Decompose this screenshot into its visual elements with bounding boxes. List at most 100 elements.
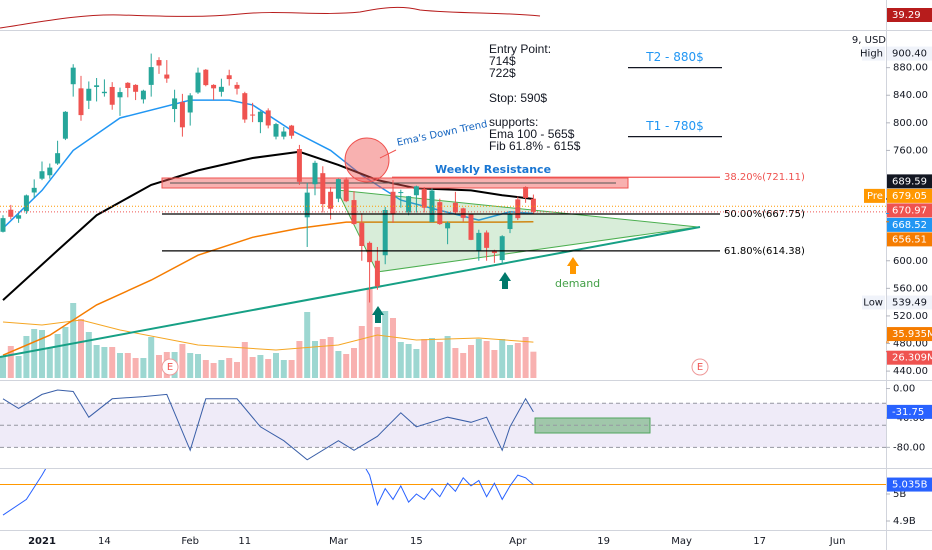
volume-label-box [887, 350, 932, 365]
y-tick-label: 5B [893, 489, 906, 500]
y-tick-label: 440.00 [893, 366, 928, 377]
volume-bar [522, 337, 529, 378]
volume-bar [405, 344, 412, 378]
volume-bar [70, 303, 77, 378]
volume-bar [210, 363, 217, 378]
y-tick-label: 0.00 [893, 384, 915, 395]
bottom-pane [0, 469, 886, 516]
volume-bar [390, 318, 396, 378]
candle-body [530, 198, 536, 212]
candle-body [140, 90, 146, 100]
candle-body [320, 173, 326, 205]
volume-bar [475, 339, 482, 378]
demand-note: demand [555, 277, 600, 290]
volume-bar [491, 350, 498, 378]
y-tick-label: 560.00 [893, 283, 928, 294]
candle-body [265, 110, 271, 126]
volume-bar [241, 342, 248, 378]
volume-bar [78, 319, 84, 378]
top-indicator-line [0, 6, 541, 29]
volume-bar [156, 355, 162, 378]
note-text: 714$ [489, 54, 516, 68]
candle-body [164, 74, 170, 79]
candle-body [359, 222, 365, 246]
price-label: 679.05 [892, 191, 927, 202]
volume-bar [226, 358, 233, 378]
volume-bar [195, 354, 201, 378]
volume-bar [7, 346, 14, 378]
x-tick-label: 15 [410, 536, 423, 547]
top-indicator-label-box [887, 8, 932, 22]
candle-body [413, 186, 419, 196]
volume-bar [499, 339, 506, 378]
volume-bar [234, 362, 240, 378]
candle-body [304, 192, 310, 218]
candle-body [491, 250, 497, 253]
price-label-box [887, 188, 932, 203]
candle-body [406, 196, 412, 213]
target-label: T1 - 780$ [645, 119, 703, 133]
volume-bar [280, 360, 287, 378]
volume-bar [413, 349, 420, 378]
candle-body [445, 222, 451, 229]
resistance-note: Weekly Resistance [435, 163, 551, 176]
price-label-box [887, 203, 932, 218]
candle-body [133, 84, 139, 92]
x-tick-label: Jun [829, 536, 846, 547]
y-tick-label: 800.00 [893, 118, 928, 129]
candle-body [507, 213, 513, 230]
x-tick-label: 14 [98, 536, 111, 547]
earnings-marker [161, 358, 179, 376]
volume-bar [304, 312, 311, 378]
candle-body [187, 95, 193, 113]
candle-body [367, 242, 373, 263]
candle-body [195, 72, 201, 93]
candle-body [476, 232, 482, 252]
volume-bar [85, 332, 92, 378]
marker-value: 900.40 [892, 49, 927, 60]
trend-note: Ema's Down Trend [396, 119, 488, 149]
volume-bar [483, 341, 490, 378]
candle-body [335, 179, 341, 199]
williams-line [2, 389, 534, 461]
x-tick-label: 17 [753, 536, 766, 547]
volume-bar [327, 337, 334, 378]
bottom-current: 5.035B [892, 480, 928, 491]
y-tick-label: 520.00 [893, 311, 928, 322]
volume-bar [46, 348, 53, 378]
x-tick-label: Mar [329, 536, 349, 547]
up-arrow [499, 272, 511, 289]
x-tick-label: 19 [597, 536, 610, 547]
candle-body [296, 149, 302, 182]
volume-bar [312, 341, 318, 378]
fib-label: 38.20%(721.11) [724, 172, 805, 183]
candle-body [156, 60, 162, 66]
volume-bar [124, 353, 131, 378]
candle-body [70, 67, 76, 85]
volume-bar [257, 355, 264, 378]
x-tick-label: Feb [181, 536, 199, 547]
candle-body [374, 260, 380, 287]
volume-bar [202, 360, 209, 378]
y-tick-label: 840.00 [893, 90, 928, 101]
price-tag-box [864, 188, 885, 203]
price-label: 689.59 [892, 176, 927, 187]
fib-label: 50.00%(667.75) [724, 209, 805, 220]
note-text: Stop: 590$ [489, 91, 547, 105]
volume-bar [319, 339, 326, 378]
arrow [379, 149, 397, 159]
volume-bar [421, 339, 428, 378]
volume-bar [62, 327, 69, 378]
volume-bar [31, 329, 38, 378]
x-tick-label: 11 [238, 536, 251, 547]
note-text: Ema 100 - 565$ [489, 127, 575, 141]
volume-bar [218, 360, 225, 378]
volume-bar [530, 351, 537, 378]
volume-label: 35.935M [892, 329, 932, 340]
volume-bar [429, 338, 435, 378]
note-text: Entry Point: [489, 42, 551, 56]
volume-bar [273, 353, 279, 378]
volume-bar [148, 337, 155, 378]
y-tick-label: 600.00 [893, 256, 928, 267]
volume-bar [374, 327, 381, 378]
